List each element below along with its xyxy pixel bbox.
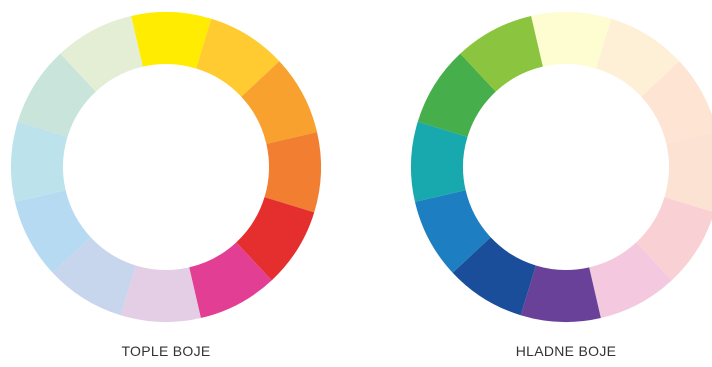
warm-segment-pale-cyan [10,121,68,202]
warm-segment-pale-sky-blue [14,190,91,273]
cool-color-wheel [410,11,712,323]
cool-colors-label: HLADNE BOJE [515,343,617,359]
warm-segment-red [236,197,315,281]
warm-segment-yellow-orange [196,18,280,97]
cool-segment-pale-apricot [664,133,712,212]
cool-segment-blue [414,190,491,273]
warm-segment-pale-periwinkle [52,237,136,316]
warm-segment-yellow [131,11,212,69]
cool-segment-pale-pink [636,197,712,281]
warm-segment-magenta [189,242,272,319]
cool-segment-pale-cream [596,18,680,97]
cool-segment-teal [410,121,468,202]
warm-segment-pale-lavender [120,265,201,323]
warm-segment-orange [241,61,318,144]
warm-segment-pale-mint [17,53,96,137]
cool-segment-dark-blue [452,237,536,316]
cool-segment-pale-orchid [589,242,672,319]
cool-segment-pale-peach [641,61,712,144]
cool-segment-violet [520,265,601,323]
warm-colors-label: TOPLE BOJE [121,343,211,359]
cool-segment-yellow-green [460,15,543,92]
warm-color-wheel [10,11,322,323]
warm-segment-red-orange [264,132,322,213]
cool-segment-green [417,53,496,137]
warm-segment-pale-lime [60,15,143,92]
cool-segment-pale-yellow [531,11,612,69]
